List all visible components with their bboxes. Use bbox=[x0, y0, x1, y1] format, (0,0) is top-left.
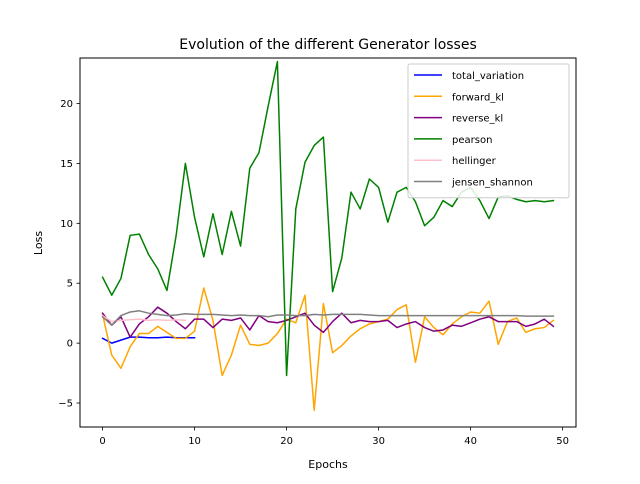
y-tick-label: 15 bbox=[60, 159, 73, 170]
y-tick-label: 10 bbox=[60, 219, 73, 230]
y-tick-label: 20 bbox=[60, 99, 73, 110]
chart-title: Evolution of the different Generator los… bbox=[179, 37, 477, 53]
x-tick-label: 20 bbox=[280, 436, 293, 447]
y-tick-label: 0 bbox=[67, 339, 73, 350]
legend-label-pearson: pearson bbox=[452, 135, 492, 146]
x-tick-label: 10 bbox=[188, 436, 201, 447]
x-tick-label: 50 bbox=[556, 436, 569, 447]
series-line-pearson bbox=[101, 60, 555, 377]
x-tick-label: 0 bbox=[99, 436, 105, 447]
legend-label-reverse-kl: reverse_kl bbox=[452, 114, 503, 125]
legend-label-forward-kl: forward_kl bbox=[452, 92, 504, 103]
plot-area-frame bbox=[79, 57, 577, 428]
legend-label-jensen-shannon: jensen_shannon bbox=[451, 178, 533, 189]
series-line-reverse-kl bbox=[101, 306, 555, 338]
legend-box bbox=[407, 63, 570, 199]
legend: total_variation forward_kl reverse_klpears… bbox=[407, 63, 570, 199]
series-line-forward-kl bbox=[101, 287, 555, 411]
legend-label-hellinger: hellinger bbox=[452, 156, 497, 167]
y-axis-label: Loss bbox=[32, 231, 45, 255]
y-tick-label: 5 bbox=[67, 279, 73, 290]
x-axis-label: Epochs bbox=[308, 458, 348, 471]
series-line-jensen-shannon bbox=[101, 310, 555, 326]
x-tick-label: 40 bbox=[464, 436, 477, 447]
y-tick-label: −5 bbox=[58, 399, 73, 410]
legend-label-total-variation: total_variation bbox=[452, 71, 524, 82]
x-tick-label: 30 bbox=[372, 436, 385, 447]
